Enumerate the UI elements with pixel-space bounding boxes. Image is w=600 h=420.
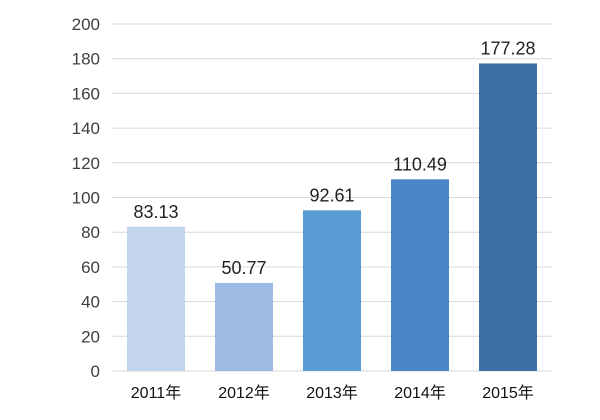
data-label: 92.61: [309, 185, 354, 205]
data-label: 83.13: [133, 202, 178, 222]
data-label: 177.28: [480, 38, 535, 58]
bar-2013年: [303, 210, 361, 371]
x-category-label: 2013年: [306, 384, 358, 402]
bar-2012年: [215, 282, 273, 371]
bar-2014年: [391, 179, 449, 371]
bar-2011年: [127, 226, 185, 371]
y-tick-label: 200: [72, 15, 100, 34]
y-tick-label: 120: [72, 154, 100, 173]
x-category-label: 2015年: [482, 384, 534, 402]
x-category-label: 2012年: [218, 384, 270, 402]
y-tick-label: 140: [72, 119, 100, 138]
x-category-label: 2014年: [394, 384, 446, 402]
y-tick-label: 80: [81, 223, 100, 242]
y-tick-label: 40: [81, 293, 100, 312]
data-labels: 83.13 50.77 92.61 110.49 177.28: [133, 38, 535, 277]
data-label: 110.49: [393, 154, 447, 174]
x-category-label: 2011年: [131, 384, 181, 402]
bar-2015年: [479, 63, 537, 372]
y-tick-label: 0: [91, 362, 100, 381]
bars: [127, 63, 537, 372]
y-tick-label: 20: [81, 327, 100, 346]
x-axis-categories: 2011年 2012年 2013年 2014年 2015年: [131, 384, 534, 402]
y-axis-ticks: 0 20 40 60 80 100 120 140 160 180 200: [72, 15, 100, 381]
y-tick-label: 60: [81, 258, 100, 277]
y-tick-label: 100: [72, 189, 100, 208]
y-tick-label: 180: [72, 50, 100, 69]
y-tick-label: 160: [72, 84, 100, 103]
data-label: 50.77: [221, 258, 266, 278]
